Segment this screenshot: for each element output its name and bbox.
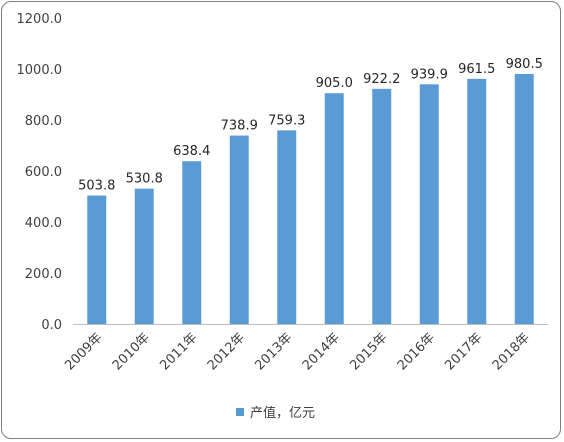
y-tick-label: 600.0 <box>25 165 62 180</box>
y-tick-label: 1000.0 <box>17 63 63 78</box>
data-label: 961.5 <box>458 62 495 77</box>
x-tick-label: 2018年 <box>490 330 533 373</box>
bar <box>229 135 249 324</box>
bar <box>467 78 487 324</box>
data-label: 905.0 <box>316 76 353 91</box>
y-tick-label: 0.0 <box>41 318 62 333</box>
data-label: 738.9 <box>221 119 258 134</box>
data-label: 922.2 <box>363 72 400 87</box>
x-tick-label: 2016年 <box>395 330 438 373</box>
bar <box>372 88 392 325</box>
y-tick-label: 200.0 <box>25 267 62 282</box>
data-label: 638.4 <box>173 144 210 159</box>
x-tick-label: 2017年 <box>442 330 485 373</box>
x-tick-label: 2009年 <box>62 330 105 373</box>
y-tick-label: 1200.0 <box>17 12 63 27</box>
legend-label: 产值，亿元 <box>250 405 315 421</box>
y-tick-label: 800.0 <box>25 114 62 129</box>
x-tick-label: 2013年 <box>252 330 295 373</box>
y-tick-label: 400.0 <box>25 216 62 231</box>
data-labels: 503.8 530.8 638.4 738.9 759.3 905.0 922.2 939.9… <box>78 57 543 194</box>
x-tick-label: 2011年 <box>157 330 200 373</box>
bar <box>134 188 154 324</box>
bar <box>514 73 534 324</box>
y-axis: 0.0 200.0 400.0 600.0 800.0 1000.0 1200.0 <box>17 12 63 333</box>
bars <box>87 73 534 325</box>
x-tick-label: 2010年 <box>110 330 153 373</box>
legend: 产值，亿元 <box>236 405 315 421</box>
bar <box>87 195 107 324</box>
bar <box>182 161 202 324</box>
data-label: 759.3 <box>268 113 305 128</box>
data-label: 503.8 <box>78 179 115 194</box>
data-label: 980.5 <box>506 57 543 72</box>
x-axis-ticks: 2009年 2010年 2011年 2012年 2013年 2014年 2015年 2016年… <box>62 330 533 373</box>
bar <box>324 93 344 324</box>
x-tick-label: 2012年 <box>205 330 248 373</box>
data-label: 530.8 <box>126 172 163 187</box>
legend-swatch <box>236 408 244 416</box>
bar <box>277 130 297 324</box>
x-tick-label: 2014年 <box>300 330 343 373</box>
bar <box>419 84 439 324</box>
data-label: 939.9 <box>411 67 448 82</box>
x-tick-label: 2015年 <box>347 330 390 373</box>
